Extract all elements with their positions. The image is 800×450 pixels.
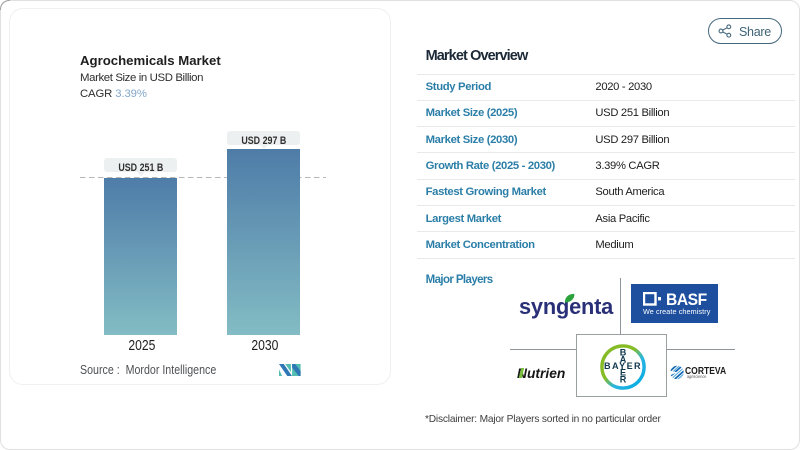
svg-text:B: B <box>620 348 627 358</box>
svg-text:A: A <box>620 355 627 365</box>
svg-text:E: E <box>620 368 626 378</box>
svg-text:BAYER: BAYER <box>604 361 642 371</box>
svg-text:R: R <box>620 375 627 385</box>
